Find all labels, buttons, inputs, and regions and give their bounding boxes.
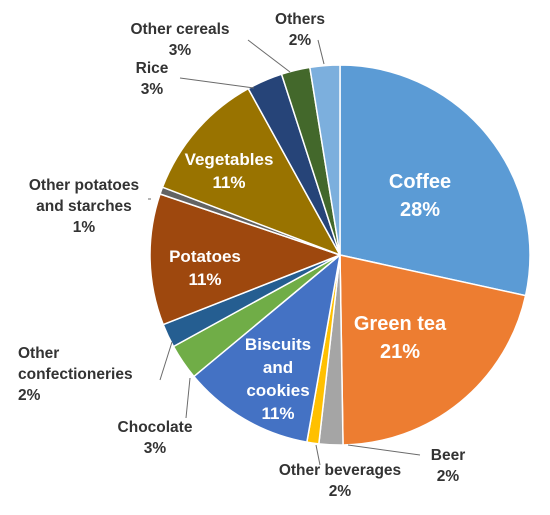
slice-name: Others (275, 11, 325, 28)
label-other-confectioneries: Other confectioneries 2% (18, 345, 133, 404)
slice-name-part: cookies (246, 381, 309, 400)
slice-name: Chocolate (118, 419, 193, 436)
label-beer: Beer 2% (431, 447, 465, 485)
leader-line-other-beverages (315, 444, 321, 466)
slice-name-part: Other (18, 345, 59, 362)
slice-percent: 28% (400, 199, 440, 221)
leader-line-other-confectioneries (159, 341, 173, 381)
slice-name: Beer (431, 447, 465, 464)
slice-vegetables (161, 87, 341, 256)
slice-name: Coffee (389, 171, 451, 193)
leader-line-beer (347, 444, 421, 456)
slice-name: Vegetables (185, 150, 274, 169)
slice-percent: 2% (329, 483, 352, 500)
slice-green-tea (339, 254, 527, 446)
slice-percent: 3% (169, 42, 192, 59)
slice-name-part: and (263, 358, 293, 377)
leader-line-other-cereals (247, 39, 291, 73)
slice-biscuits-and-cookies (193, 254, 341, 443)
slice-percent: 1% (73, 219, 96, 236)
leader-lines (148, 39, 421, 466)
slice-name-part: and starches (36, 198, 132, 215)
slice-percent: 2% (437, 468, 460, 485)
slice-name: Potatoes (169, 247, 241, 266)
slice-name: Other cereals (130, 21, 229, 38)
slice-name: Green tea (354, 313, 447, 335)
slice-percent: 2% (18, 387, 41, 404)
label-other-cereals: Other cereals 3% (130, 21, 229, 59)
slice-percent: 2% (289, 32, 312, 49)
label-rice: Rice 3% (136, 60, 169, 98)
slice-percent: 3% (141, 81, 164, 98)
slice-percent: 11% (261, 404, 294, 423)
label-potatoes: Potatoes 11% (169, 247, 241, 289)
slice-potatoes (149, 193, 341, 326)
label-chocolate: Chocolate 3% (118, 419, 193, 457)
slice-name: Other beverages (279, 462, 401, 479)
slice-percent: 11% (188, 270, 221, 289)
label-vegetables: Vegetables 11% (185, 150, 274, 192)
label-green-tea: Green tea 21% (354, 313, 447, 363)
leader-line-chocolate (185, 377, 191, 419)
slice-others (309, 64, 341, 256)
slice-name-part: Biscuits (245, 335, 311, 354)
label-others: Others 2% (275, 11, 325, 49)
slice-labels: Coffee 28%Green tea 21%Beer 2%Other beverag… (18, 11, 465, 500)
slice-coffee (339, 64, 531, 297)
leader-line-others (317, 39, 325, 65)
label-other-potatoes-and-starches: Other potatoes and starches 1% (29, 177, 139, 236)
label-biscuits-and-cookies: Biscuits and cookies 11% (245, 335, 311, 423)
leader-line-rice (179, 77, 255, 89)
label-other-beverages: Other beverages 2% (279, 462, 401, 500)
slice-name-part: confectioneries (18, 366, 133, 383)
slice-name: Rice (136, 60, 169, 77)
slice-name-part: Other potatoes (29, 177, 139, 194)
pie-slices (149, 64, 531, 446)
slice-percent: 21% (380, 341, 420, 363)
slice-percent: 11% (212, 173, 245, 192)
label-coffee: Coffee 28% (389, 171, 451, 221)
slice-percent: 3% (144, 440, 167, 457)
